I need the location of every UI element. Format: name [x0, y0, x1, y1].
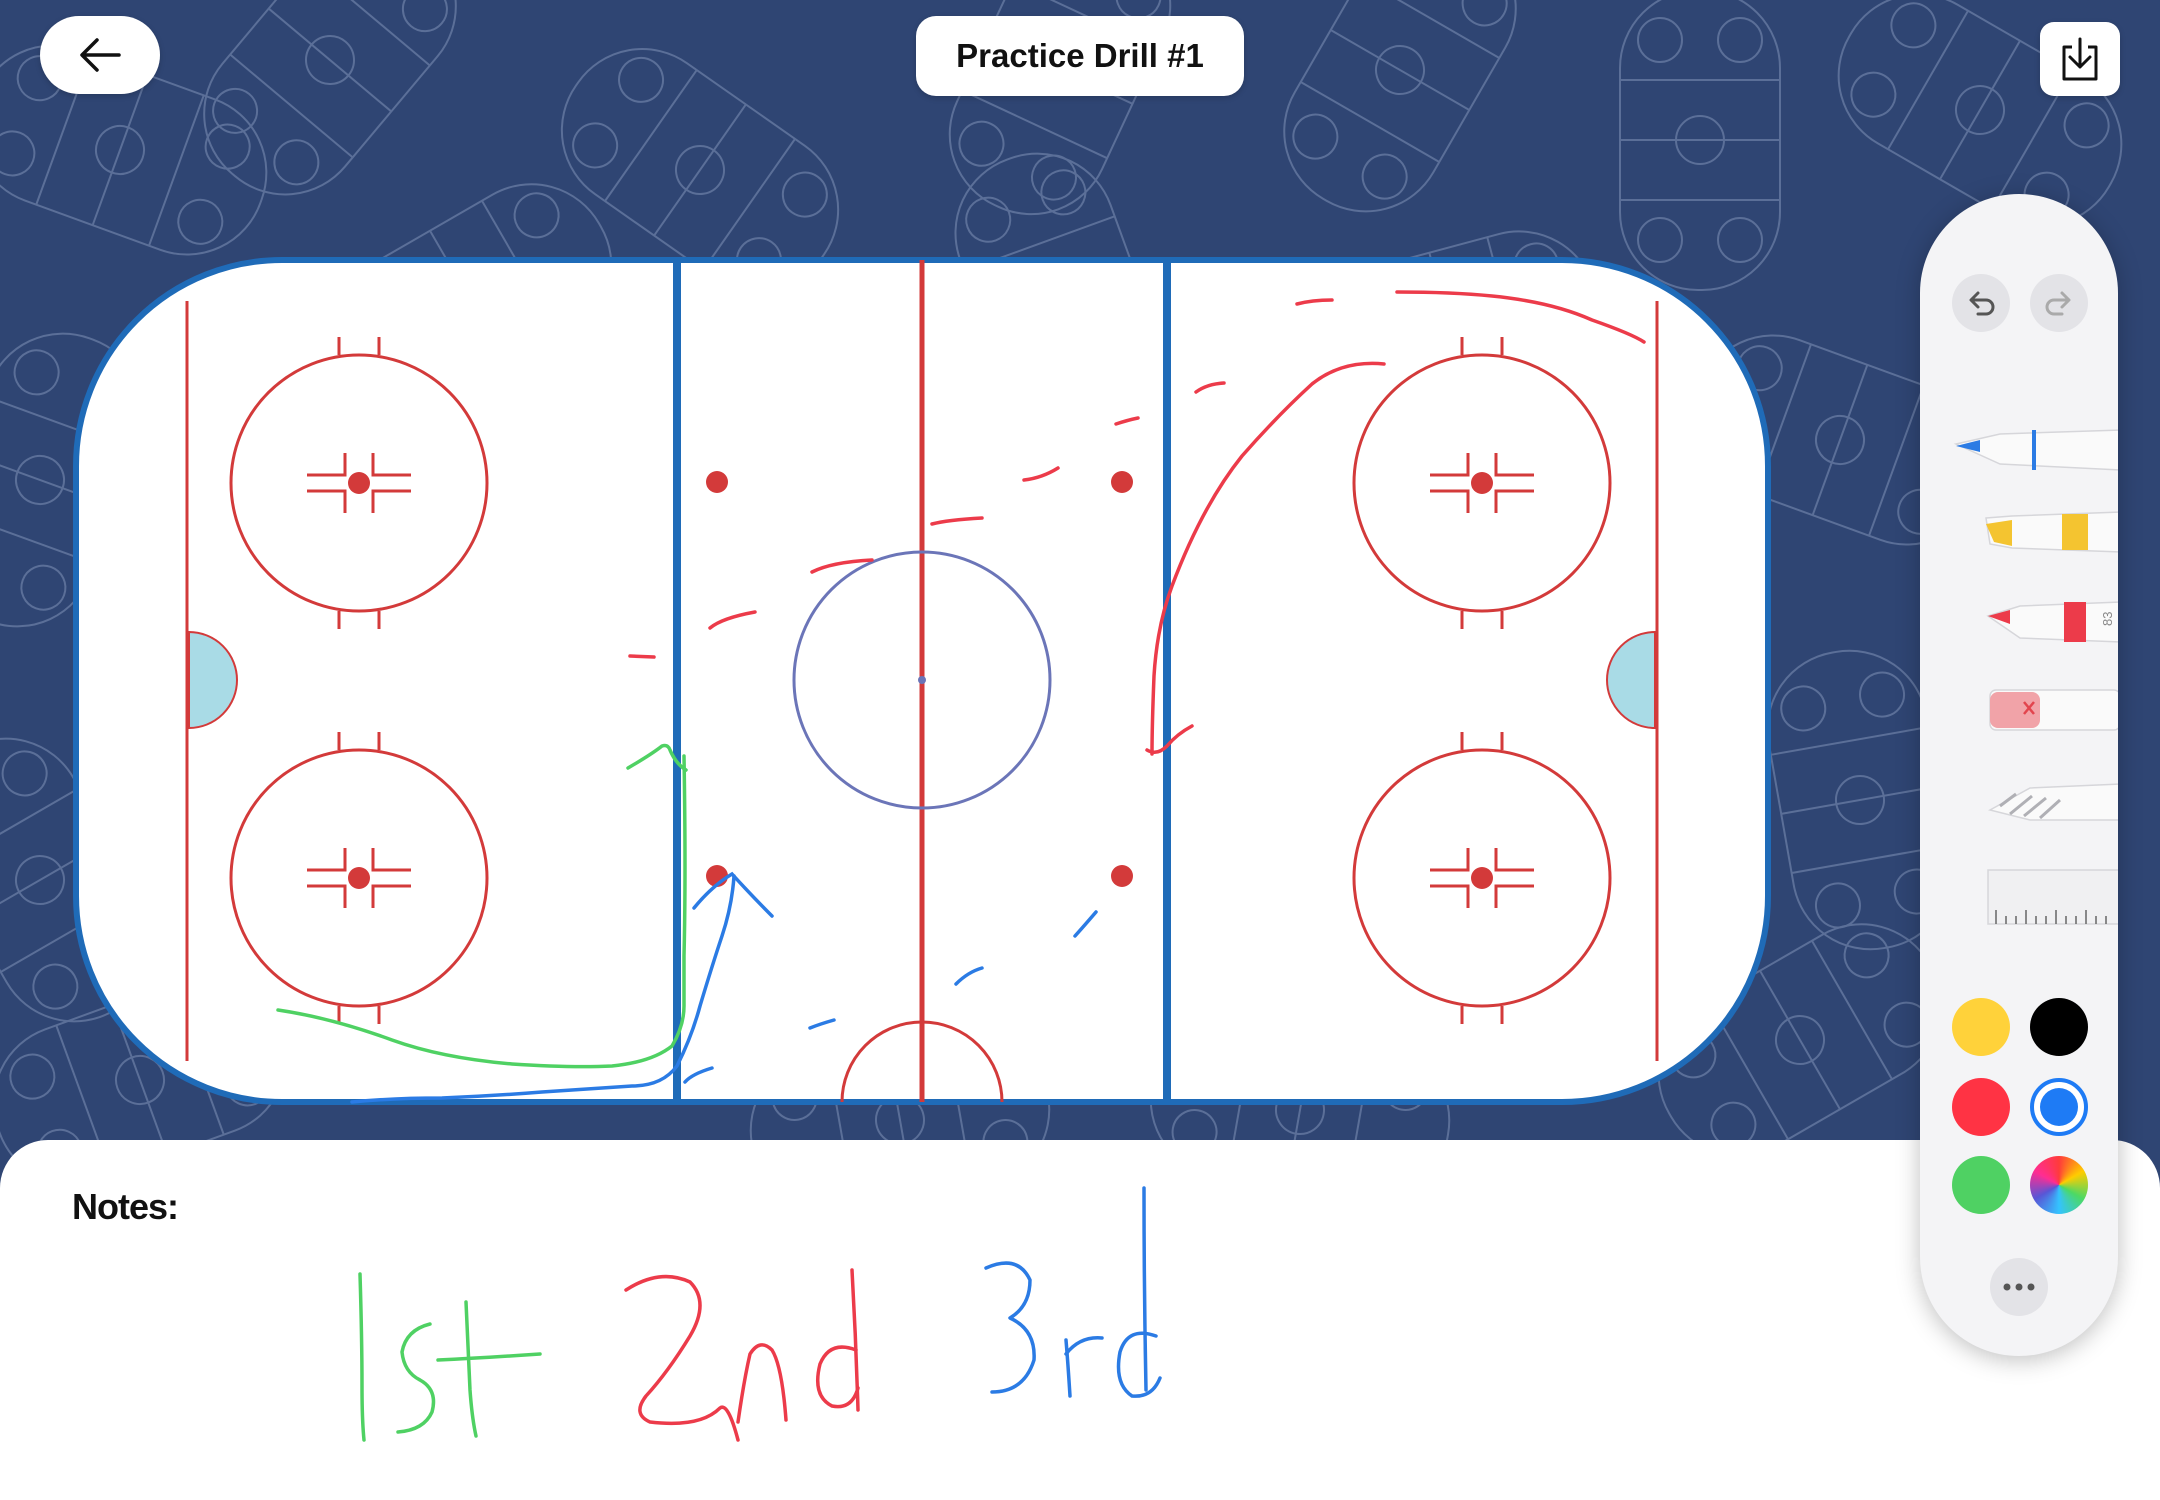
redo-button[interactable]: [2030, 274, 2088, 332]
swatch-green[interactable]: [1952, 1156, 2010, 1214]
neutral-dot: [1111, 471, 1133, 493]
tool-stack: 83: [1953, 429, 2118, 925]
referee-crease: [840, 1020, 1004, 1103]
color-picker-spectrum[interactable]: [2030, 1156, 2088, 1214]
page-title: Practice Drill #1: [956, 37, 1204, 74]
arrow-left-icon: [80, 38, 121, 72]
goal-crease-right: [1606, 630, 1656, 730]
swatch-blue-fill: [2040, 1088, 2078, 1126]
handwriting-3rd: [984, 1186, 1162, 1398]
back-button[interactable]: [40, 16, 160, 94]
handwriting-2nd: [624, 1268, 860, 1442]
red-drill-path: [628, 290, 1646, 756]
neutral-dot: [706, 471, 728, 493]
swatch-blue-selected[interactable]: [2030, 1078, 2088, 1136]
center-faceoff-dot: [918, 676, 926, 684]
notes-handwriting: [358, 1186, 1162, 1442]
redo-icon: [2045, 291, 2071, 316]
lasso-tool[interactable]: [1987, 783, 2118, 821]
export-button[interactable]: [2040, 22, 2120, 96]
pen-tool[interactable]: [1953, 429, 2118, 471]
swatch-black[interactable]: [2030, 998, 2088, 1056]
download-tray-icon: [2062, 37, 2098, 81]
blue-drill-path: [350, 871, 1098, 1104]
goal-crease-left: [188, 630, 238, 730]
ellipsis-icon: [2003, 1283, 2035, 1291]
undo-button[interactable]: [1952, 274, 2010, 332]
hockey-rink-canvas[interactable]: [72, 256, 1772, 1106]
highlighter-tool[interactable]: [1985, 511, 2118, 553]
handwriting-1st: [358, 1272, 542, 1442]
notes-panel[interactable]: Notes:: [0, 1140, 2160, 1500]
green-drill-path: [276, 743, 688, 1069]
neutral-dot: [1111, 865, 1133, 887]
ruler-tool[interactable]: [1987, 869, 2118, 925]
swatch-yellow[interactable]: [1952, 998, 2010, 1056]
marker-width-label: 83: [2100, 612, 2115, 626]
marker-tool[interactable]: 83: [1986, 601, 2118, 643]
swatch-red[interactable]: [1952, 1078, 2010, 1136]
notes-label: Notes:: [72, 1186, 179, 1227]
center-faceoff-circle: [792, 550, 1052, 810]
drill-title-button[interactable]: Practice Drill #1: [916, 16, 1244, 96]
drawing-tool-palette: 83: [1920, 194, 2118, 1356]
undo-icon: [1969, 291, 1995, 316]
eraser-tool[interactable]: [1989, 689, 2118, 731]
more-options-button[interactable]: [1990, 1258, 2048, 1316]
